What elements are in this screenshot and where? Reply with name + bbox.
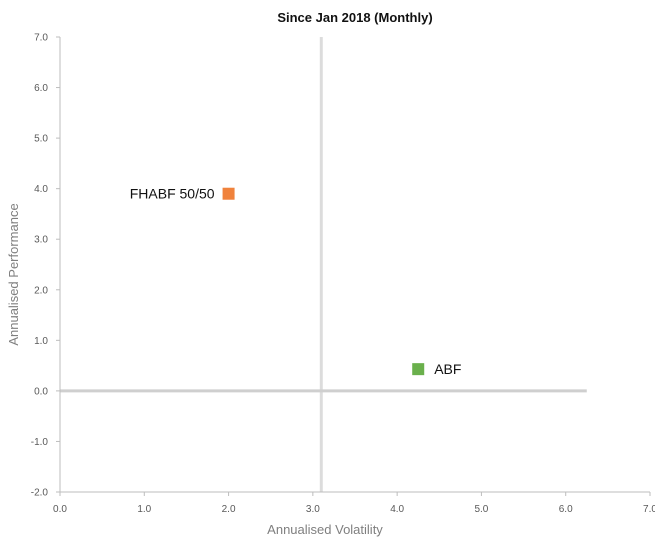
data-point — [412, 363, 425, 376]
x-tick-label: 6.0 — [559, 504, 573, 515]
y-tick-label: 2.0 — [34, 285, 48, 296]
y-tick-label: 3.0 — [34, 235, 48, 246]
x-tick-label: 7.0 — [643, 504, 655, 515]
y-tick-label: 7.0 — [34, 33, 48, 44]
x-tick-label: 1.0 — [137, 504, 151, 515]
y-tick-label: 1.0 — [34, 336, 48, 347]
y-tick-label: 4.0 — [34, 184, 48, 195]
x-tick-label: 3.0 — [306, 504, 320, 515]
data-point — [222, 187, 235, 200]
data-point-label: ABF — [434, 361, 461, 377]
y-tick-label: -2.0 — [31, 488, 49, 499]
y-axis-title: Annualised Performance — [6, 203, 21, 345]
x-axis-title: Annualised Volatility — [267, 522, 383, 537]
x-tick-label: 2.0 — [222, 504, 236, 515]
chart-title: Since Jan 2018 (Monthly) — [277, 10, 433, 25]
y-tick-label: 6.0 — [34, 83, 48, 94]
x-tick-label: 4.0 — [390, 504, 404, 515]
data-point-label: FHABF 50/50 — [130, 186, 215, 202]
x-tick-label: 0.0 — [53, 504, 67, 515]
y-tick-label: -1.0 — [31, 437, 49, 448]
y-tick-label: 5.0 — [34, 134, 48, 145]
x-tick-label: 5.0 — [474, 504, 488, 515]
y-tick-label: 0.0 — [34, 386, 48, 397]
